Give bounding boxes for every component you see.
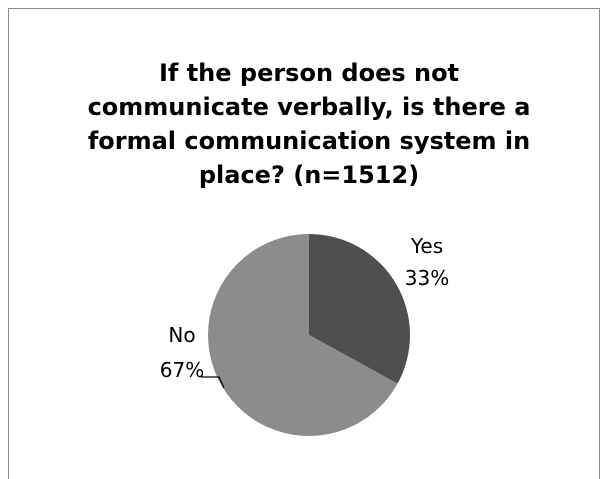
pie-slice-no bbox=[208, 234, 398, 436]
pie-slice-yes bbox=[309, 234, 411, 384]
data-label-value-no: 67% bbox=[160, 358, 204, 382]
chart-title-line-2: communicate verbally, is there a bbox=[88, 93, 531, 121]
chart-title-line-1: If the person does not bbox=[159, 59, 459, 87]
pie-slices bbox=[208, 234, 411, 436]
data-label-value-yes: 33% bbox=[405, 266, 449, 290]
data-labels: Yes 33% No 67% bbox=[160, 234, 449, 389]
chart-title: If the person does not communicate verba… bbox=[88, 59, 531, 189]
data-label-category-yes: Yes bbox=[410, 234, 443, 258]
chart-title-line-4: place? (n=1512) bbox=[199, 161, 419, 189]
data-label-category-no: No bbox=[168, 323, 195, 347]
chart-title-line-3: formal communication system in bbox=[88, 127, 530, 155]
leader-line-no bbox=[201, 376, 225, 389]
